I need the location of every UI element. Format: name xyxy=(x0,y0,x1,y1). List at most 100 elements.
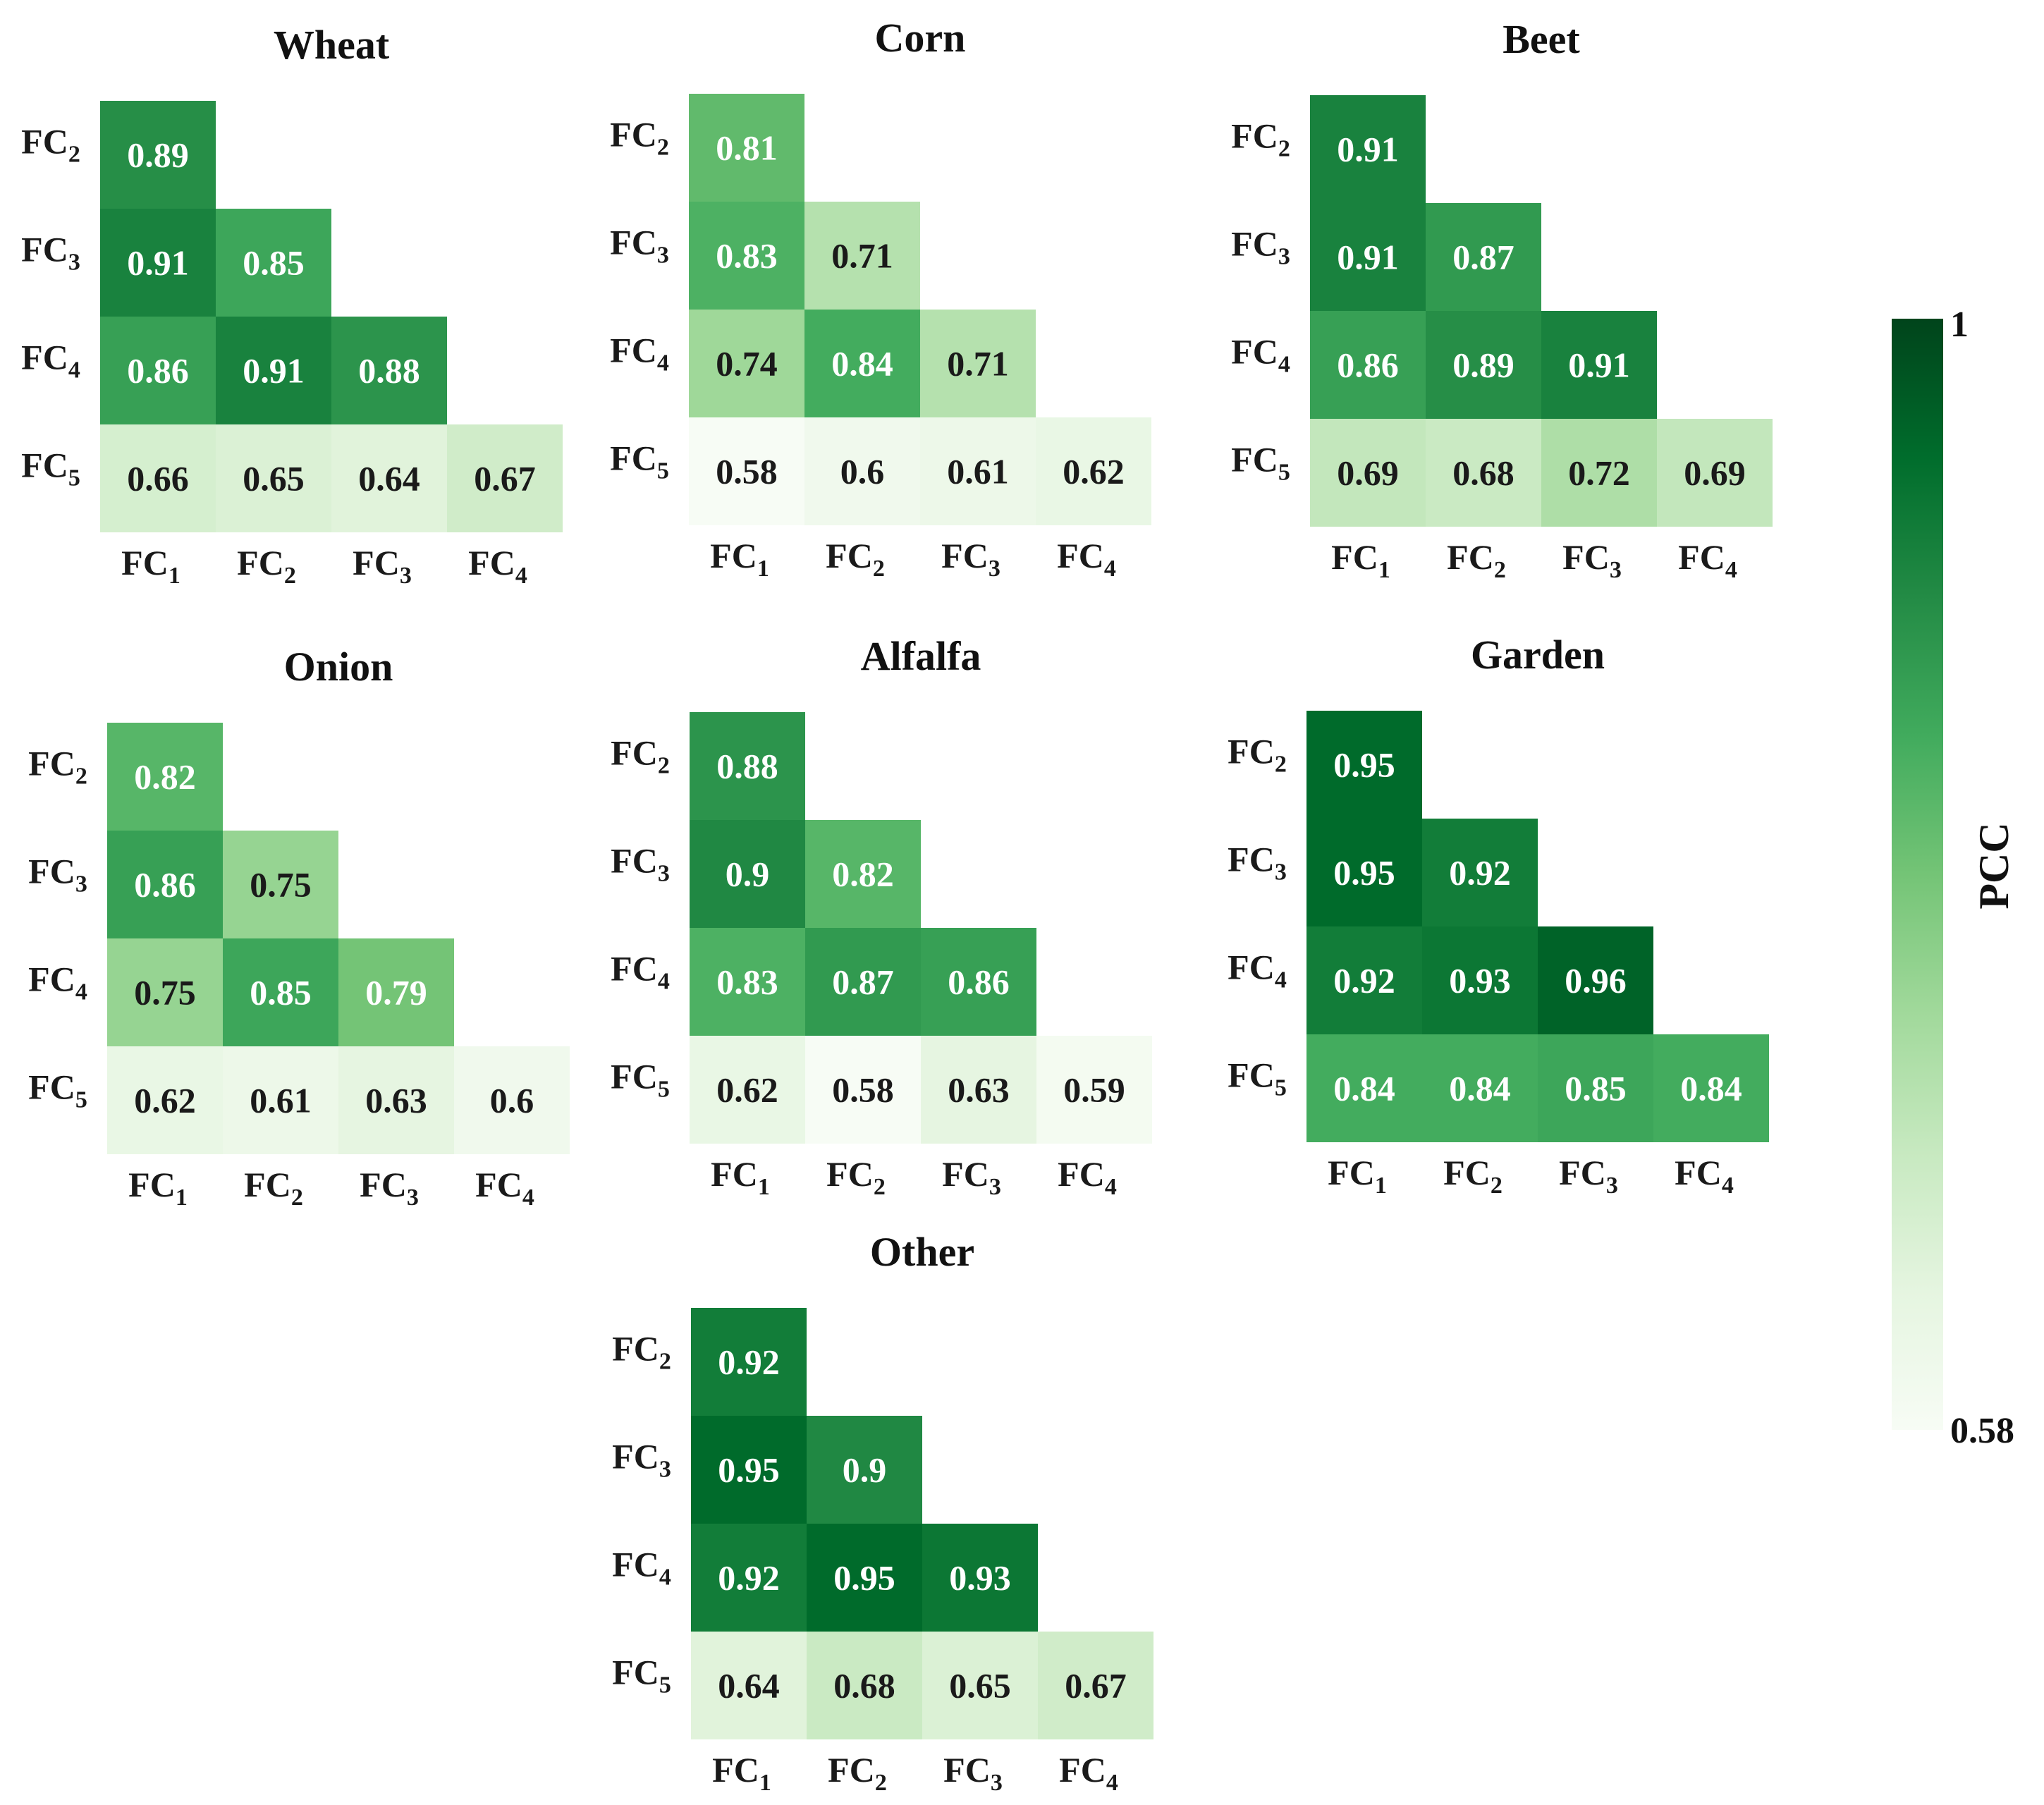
cell-value-label: 0.86 xyxy=(1337,345,1399,385)
heatmap-cell xyxy=(331,317,447,424)
cell-value-label: 0.64 xyxy=(718,1666,780,1706)
cell-value-label: 0.71 xyxy=(831,236,893,276)
cell-value-label: 0.74 xyxy=(716,344,778,384)
cell-value-label: 0.86 xyxy=(134,865,196,905)
heatmap-cell xyxy=(805,1036,921,1144)
cell-value-label: 0.75 xyxy=(134,973,196,1012)
row-label: FC2 xyxy=(21,122,80,168)
heatmap-cell xyxy=(921,1036,1036,1144)
cell-value-label: 0.67 xyxy=(1065,1666,1127,1706)
cell-value-label: 0.95 xyxy=(718,1450,780,1490)
cell-value-label: 0.62 xyxy=(134,1081,196,1120)
heatmap-cell xyxy=(338,938,454,1046)
cell-value-label: 0.59 xyxy=(1063,1070,1125,1110)
column-label: FC2 xyxy=(828,1750,887,1796)
column-label: FC4 xyxy=(1675,1153,1734,1199)
cell-value-label: 0.92 xyxy=(1449,853,1511,893)
column-label: FC2 xyxy=(1447,537,1506,583)
heatmap-cell xyxy=(1306,819,1422,926)
cell-value-label: 0.93 xyxy=(1449,961,1511,1001)
heatmap-cell xyxy=(100,101,216,209)
heatmap-cell xyxy=(1426,419,1541,527)
heatmap-cell xyxy=(107,938,223,1046)
colorbar-max-label: 1 xyxy=(1950,305,1969,345)
heatmap-cell xyxy=(447,424,563,532)
row-label: FC4 xyxy=(28,960,87,1005)
colorbar-min-label: 0.58 xyxy=(1950,1411,2014,1451)
row-label: FC5 xyxy=(1228,1056,1287,1101)
row-label: FC5 xyxy=(21,446,80,491)
heatmap-cell xyxy=(1310,311,1426,419)
heatmap-cell xyxy=(1036,417,1151,525)
row-label: FC5 xyxy=(28,1067,87,1113)
heatmap-panel-other: Other 0.92 FC2 0.95 0.9 FC3 0.92 0.95 0.93 FC4 0.6… xyxy=(612,1229,1153,1796)
panel-title: Onion xyxy=(284,644,393,690)
cell-value-label: 0.6 xyxy=(840,452,885,491)
column-label: FC1 xyxy=(712,1750,771,1796)
cell-value-label: 0.85 xyxy=(250,973,312,1012)
row-label: FC3 xyxy=(21,230,80,276)
colorbar: 1 0.58 PCC xyxy=(1892,305,2017,1451)
heatmap-cell xyxy=(100,317,216,424)
cell-value-label: 0.65 xyxy=(243,459,305,498)
heatmap-cell xyxy=(804,202,920,310)
cell-value-label: 0.66 xyxy=(127,459,189,498)
cell-value-label: 0.69 xyxy=(1684,453,1746,493)
row-label: FC4 xyxy=(1228,948,1287,993)
heatmap-cell xyxy=(805,928,921,1036)
heatmap-cell xyxy=(691,1308,807,1416)
heatmap-panel-garden: Garden 0.95 FC2 0.95 0.92 FC3 0.92 0.93 0.96 FC4 0… xyxy=(1228,632,1769,1199)
column-label: FC3 xyxy=(360,1165,419,1211)
cell-value-label: 0.84 xyxy=(831,344,893,384)
heatmap-cell xyxy=(1422,1034,1538,1142)
heatmap-cell xyxy=(216,317,331,424)
cell-value-label: 0.86 xyxy=(948,962,1010,1002)
row-label: FC3 xyxy=(610,223,669,269)
column-label: FC1 xyxy=(1328,1153,1387,1199)
heatmap-cell xyxy=(804,310,920,417)
heatmap-cell xyxy=(691,1416,807,1524)
cell-value-label: 0.92 xyxy=(718,1558,780,1598)
column-label: FC1 xyxy=(711,1154,770,1200)
column-label: FC2 xyxy=(1443,1153,1503,1199)
heatmap-cell xyxy=(1541,419,1657,527)
heatmap-cell xyxy=(100,424,216,532)
heatmap-cell xyxy=(1538,1034,1653,1142)
cell-value-label: 0.68 xyxy=(1452,453,1514,493)
cell-value-label: 0.81 xyxy=(716,128,778,168)
row-label: FC2 xyxy=(1228,732,1287,778)
column-label: FC1 xyxy=(121,543,180,589)
cell-value-label: 0.61 xyxy=(250,1081,312,1120)
cell-value-label: 0.88 xyxy=(716,747,778,786)
heatmap-cell xyxy=(922,1524,1038,1632)
cell-value-label: 0.84 xyxy=(1333,1069,1395,1108)
cell-value-label: 0.72 xyxy=(1568,453,1630,493)
column-label: FC2 xyxy=(826,1154,886,1200)
cell-value-label: 0.87 xyxy=(832,962,894,1002)
column-label: FC2 xyxy=(244,1165,303,1211)
cell-value-label: 0.86 xyxy=(127,351,189,391)
panel-title: Wheat xyxy=(274,22,390,68)
row-label: FC4 xyxy=(612,1545,671,1591)
heatmap-cell xyxy=(100,209,216,317)
cell-value-label: 0.88 xyxy=(358,351,420,391)
heatmap-cell xyxy=(922,1632,1038,1739)
heatmap-cell xyxy=(223,831,338,938)
colorbar-title: PCC xyxy=(1971,822,2017,909)
cell-value-label: 0.6 xyxy=(490,1081,534,1120)
column-label: FC1 xyxy=(128,1165,188,1211)
heatmap-cell xyxy=(1306,926,1422,1034)
heatmap-cell xyxy=(1306,711,1422,819)
heatmap-cell xyxy=(216,209,331,317)
cell-value-label: 0.75 xyxy=(250,865,312,905)
heatmap-cell xyxy=(107,831,223,938)
cell-value-label: 0.68 xyxy=(833,1666,895,1706)
cell-value-label: 0.85 xyxy=(1565,1069,1627,1108)
cell-value-label: 0.84 xyxy=(1680,1069,1742,1108)
heatmap-cell xyxy=(1426,203,1541,311)
row-label: FC4 xyxy=(611,949,670,995)
heatmap-cell xyxy=(1538,926,1653,1034)
cell-value-label: 0.95 xyxy=(833,1558,895,1598)
heatmap-cell xyxy=(1541,311,1657,419)
cell-value-label: 0.83 xyxy=(716,236,778,276)
